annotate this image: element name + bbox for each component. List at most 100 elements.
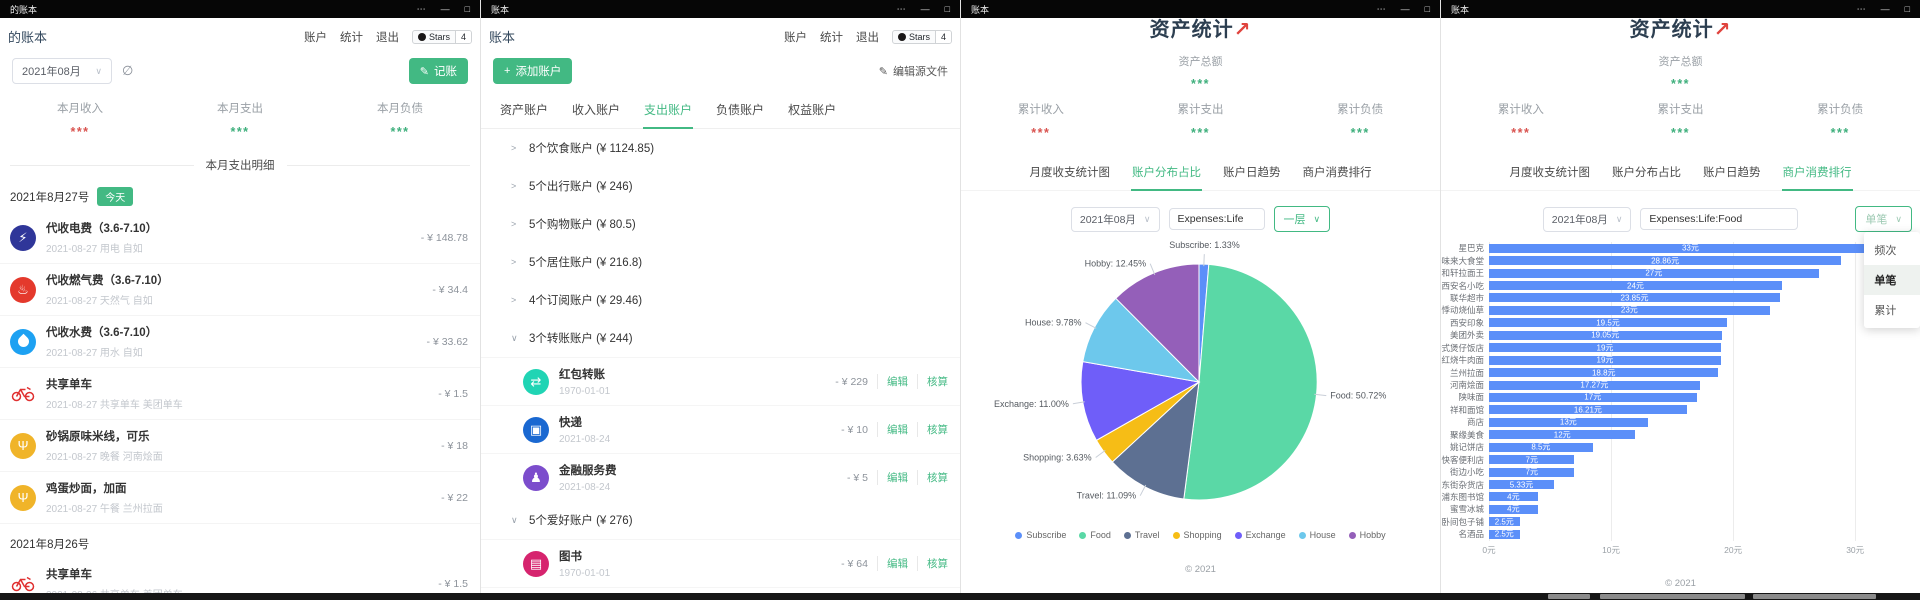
bar[interactable]	[1489, 529, 1520, 539]
bar[interactable]	[1489, 480, 1555, 490]
window-titlebar[interactable]: 账本 ⋯ — □	[481, 0, 960, 18]
edit-link[interactable]: 编辑	[877, 556, 908, 571]
tab-account-distribution[interactable]: 账户分布占比	[1131, 155, 1202, 191]
window-minimize-icon[interactable]: —	[440, 4, 450, 14]
legend-item-House[interactable]: House	[1298, 530, 1336, 540]
bar[interactable]	[1489, 504, 1538, 514]
window-maximize-icon[interactable]: □	[464, 4, 470, 14]
bar[interactable]	[1489, 318, 1727, 328]
taskbar-item[interactable]	[1548, 594, 1590, 599]
github-stars-badge[interactable]: Stars 4	[411, 29, 472, 44]
menu-item-single[interactable]: 单笔	[1864, 265, 1920, 295]
audit-link[interactable]: 核算	[917, 374, 948, 389]
bar[interactable]	[1489, 330, 1722, 340]
audit-link[interactable]: 核算	[917, 556, 948, 571]
tab-equity[interactable]: 权益账户	[788, 103, 837, 117]
window-menu-icon[interactable]: ⋯	[896, 3, 906, 14]
account-filter-input[interactable]	[1640, 208, 1799, 230]
window-maximize-icon[interactable]: □	[1904, 4, 1910, 14]
bar[interactable]	[1489, 405, 1687, 415]
tab-liabilities[interactable]: 负债账户	[716, 103, 765, 117]
bar[interactable]	[1489, 492, 1538, 502]
edit-link[interactable]: 编辑	[877, 422, 908, 437]
tab-account-distribution[interactable]: 账户分布占比	[1612, 167, 1681, 179]
account-group-header[interactable]: >5个购物账户 (¥ 80.5)	[481, 205, 960, 243]
eye-off-icon[interactable]: ∅	[122, 63, 134, 78]
window-minimize-icon[interactable]: —	[1880, 4, 1890, 14]
account-group-header[interactable]: ∨ 3个转账账户 (¥ 244)	[481, 319, 960, 357]
bar[interactable]	[1489, 293, 1781, 303]
bar[interactable]	[1489, 243, 1892, 253]
legend-item-Exchange[interactable]: Exchange	[1234, 530, 1286, 540]
nav-logout[interactable]: 退出	[375, 31, 399, 44]
account-row[interactable]: ▣ 快递 2021-08-24 - ¥ 10 编辑 核算	[481, 405, 960, 453]
window-menu-icon[interactable]: ⋯	[416, 3, 426, 14]
taskbar[interactable]	[0, 593, 1920, 600]
bar[interactable]	[1489, 380, 1700, 390]
add-account-button[interactable]: + 添加账户	[493, 58, 573, 84]
nav-accounts[interactable]: 账户	[303, 31, 327, 44]
account-group-header[interactable]: >4个订阅账户 (¥ 29.46)	[481, 281, 960, 319]
github-stars-badge[interactable]: Stars 4	[891, 29, 952, 44]
account-row[interactable]: ⇄ 红包转账 1970-01-01 - ¥ 229 编辑 核算	[481, 357, 960, 405]
record-button[interactable]: ✎ 记账	[408, 58, 468, 84]
account-group-header[interactable]: >5个出行账户 (¥ 246)	[481, 167, 960, 205]
window-minimize-icon[interactable]: —	[1400, 4, 1410, 14]
nav-accounts[interactable]: 账户	[783, 31, 807, 44]
window-titlebar[interactable]: 账本 ⋯ — □	[961, 0, 1440, 18]
tab-assets[interactable]: 资产账户	[500, 103, 549, 117]
bar[interactable]	[1489, 430, 1636, 440]
audit-link[interactable]: 核算	[917, 470, 948, 485]
account-group-header[interactable]: >5个居住账户 (¥ 216.8)	[481, 243, 960, 281]
account-row[interactable]: ♟ 金融服务费 2021-08-24 - ¥ 5 编辑 核算	[481, 453, 960, 501]
audit-link[interactable]: 核算	[917, 422, 948, 437]
bar[interactable]	[1489, 281, 1782, 291]
legend-item-Hobby[interactable]: Hobby	[1348, 530, 1386, 540]
bar[interactable]	[1489, 417, 1648, 427]
bar[interactable]	[1489, 305, 1770, 315]
bar[interactable]	[1489, 517, 1520, 527]
tab-monthly-chart[interactable]: 月度收支统计图	[1029, 167, 1111, 179]
legend-item-Subscribe[interactable]: Subscribe	[1015, 530, 1066, 540]
bar[interactable]	[1489, 256, 1842, 266]
tab-daily-trend[interactable]: 账户日趋势	[1223, 167, 1281, 179]
account-filter-input[interactable]	[1168, 208, 1265, 230]
window-maximize-icon[interactable]: □	[1424, 4, 1430, 14]
bar[interactable]	[1489, 268, 1819, 278]
tab-merchant-ranking[interactable]: 商户消费排行	[1302, 167, 1372, 179]
tab-income[interactable]: 收入账户	[572, 103, 621, 117]
mode-select[interactable]: 单笔 ∨ 频次 单笔 累计	[1855, 206, 1920, 328]
bar[interactable]	[1489, 467, 1575, 477]
month-select[interactable]: 2021年08月 ∨	[12, 58, 112, 84]
nav-logout[interactable]: 退出	[855, 31, 879, 44]
taskbar-item[interactable]	[1600, 594, 1745, 599]
edit-link[interactable]: 编辑	[877, 470, 908, 485]
bar[interactable]	[1489, 368, 1719, 378]
edit-source-link[interactable]: ✎ 编辑源文件	[878, 65, 948, 79]
bar[interactable]	[1489, 343, 1721, 353]
window-menu-icon[interactable]: ⋯	[1376, 3, 1386, 14]
bar[interactable]	[1489, 355, 1721, 365]
menu-item-cumulative[interactable]: 累计	[1874, 305, 1897, 317]
legend-item-Shopping[interactable]: Shopping	[1172, 530, 1222, 540]
taskbar-item[interactable]	[1753, 594, 1876, 599]
legend-item-Food[interactable]: Food	[1079, 530, 1111, 540]
menu-item-frequency[interactable]: 频次	[1874, 245, 1897, 257]
level-select[interactable]: 一层 ∨	[1273, 206, 1331, 232]
edit-link[interactable]: 编辑	[877, 374, 908, 389]
account-group-header[interactable]: >8个饮食账户 (¥ 1124.85)	[481, 129, 960, 167]
window-maximize-icon[interactable]: □	[944, 4, 950, 14]
month-select[interactable]: 2021年08月 ∨	[1542, 206, 1632, 232]
tab-expenses[interactable]: 支出账户	[643, 92, 694, 129]
window-titlebar[interactable]: 账本 ⋯ — □	[1441, 0, 1920, 18]
month-select[interactable]: 2021年08月 ∨	[1070, 206, 1160, 232]
account-group-header[interactable]: ∨ 5个爱好账户 (¥ 276)	[481, 501, 960, 539]
bar[interactable]	[1489, 455, 1575, 465]
window-titlebar[interactable]: 的账本 ⋯ — □	[0, 0, 480, 18]
bar[interactable]	[1489, 442, 1593, 452]
bar[interactable]	[1489, 392, 1697, 402]
window-menu-icon[interactable]: ⋯	[1856, 3, 1866, 14]
account-row[interactable]: ▤ 图书 1970-01-01 - ¥ 64 编辑 核算	[481, 539, 960, 587]
tab-daily-trend[interactable]: 账户日趋势	[1703, 167, 1761, 179]
tab-merchant-ranking[interactable]: 商户消费排行	[1781, 155, 1853, 191]
